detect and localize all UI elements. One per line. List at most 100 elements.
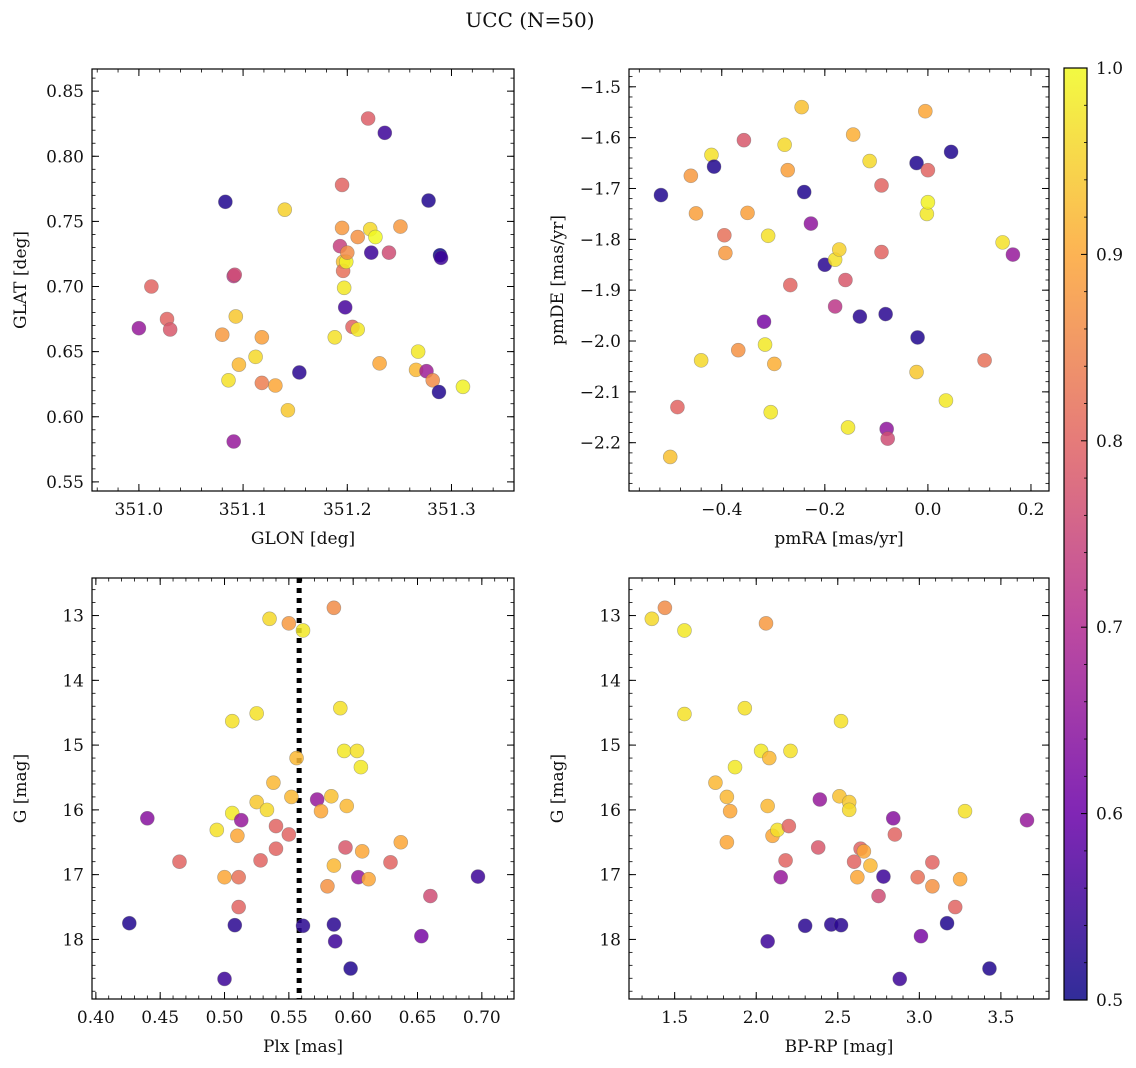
y-tick-label: −2.1 (580, 383, 621, 403)
colorbar-tick-label: 0.5 (1096, 991, 1123, 1011)
scatter-point (144, 279, 159, 294)
scatter-point (333, 700, 348, 716)
scatter-point (292, 365, 307, 380)
scatter-point (740, 205, 755, 221)
scatter-point (794, 99, 809, 115)
x-tick-label: 351.3 (427, 500, 476, 520)
scatter-point (767, 356, 782, 372)
scatter-point (334, 220, 350, 236)
scatter-point (253, 853, 268, 868)
scatter-point (162, 322, 178, 337)
scatter-point (254, 375, 270, 391)
scatter-point (657, 600, 673, 616)
scatter-point (780, 162, 796, 178)
scatter-point (327, 934, 343, 949)
axes-frame (628, 577, 1050, 1000)
scatter-point (862, 153, 877, 169)
scatter-point (737, 700, 753, 716)
scatter-point (249, 794, 264, 810)
scatter-point (909, 155, 924, 171)
scatter-point (995, 235, 1010, 250)
x-tick-label: −0.2 (804, 500, 845, 520)
scatter-point (224, 713, 240, 729)
scatter-point (122, 915, 137, 931)
y-tick-label: −2.2 (580, 434, 621, 454)
scatter-point (363, 245, 379, 260)
scatter-point (683, 168, 699, 184)
x-tick-label: 0.65 (399, 1008, 437, 1028)
x-tick-label: 0.2 (1017, 500, 1044, 520)
scatter-point (349, 743, 365, 759)
x-tick-label: 1.5 (661, 1008, 688, 1028)
scatter-point (662, 449, 678, 465)
scatter-point (284, 789, 299, 805)
scatter-point (377, 125, 393, 141)
scatter-point (706, 159, 722, 174)
scatter-point (846, 854, 862, 869)
scatter-point (644, 611, 660, 627)
scatter-point (943, 144, 959, 160)
scatter-point (231, 869, 246, 885)
panel-glon-glat: 351.0 351.1 351.2 351.3 0.55 0.60 0.65 0.70 0.75… (11, 68, 515, 549)
scatter-point (761, 750, 777, 766)
y-axis-label: G [mag] (11, 754, 31, 823)
scatter-point (338, 840, 353, 855)
y-tick-label: 0.85 (46, 82, 84, 102)
scatter-point (717, 227, 732, 243)
scatter-point (850, 869, 865, 885)
scatter-point (757, 337, 773, 352)
scatter-point (393, 834, 409, 850)
scatter-point (131, 320, 147, 336)
x-tick-label: 351.1 (219, 500, 268, 520)
y-tick-label: −1.9 (580, 281, 621, 301)
scatter-point (910, 869, 925, 885)
scatter-point (796, 184, 812, 200)
scatter-point (957, 803, 973, 819)
colorbar-tick-label: 0.6 (1096, 805, 1123, 825)
x-tick-label: 0.40 (77, 1008, 115, 1028)
scatter-point (339, 798, 355, 814)
scatter-point (227, 917, 243, 933)
scatter-point (393, 219, 408, 234)
scatter-point (736, 132, 752, 148)
scatter-point (326, 917, 342, 932)
scatter-point (230, 828, 245, 844)
scatter-point (414, 928, 429, 944)
y-axis-label: pmDE [mas/yr] (548, 215, 568, 345)
y-tick-label: 18 (62, 930, 84, 950)
scatter-point (227, 267, 243, 283)
panels: 351.0 351.1 351.2 351.3 0.55 0.60 0.65 0.70 0.75… (11, 68, 1050, 1057)
scatter-point (756, 314, 772, 329)
scatter-point (852, 309, 868, 324)
scatter-point (760, 798, 775, 814)
scatter-point (773, 869, 788, 885)
scatter-point (254, 330, 270, 345)
scatter-point (353, 759, 369, 775)
scatter-point (336, 743, 352, 759)
scatter-point (874, 178, 889, 193)
scatter-point (249, 706, 264, 721)
scatter-point (433, 250, 449, 266)
scatter-point (913, 928, 929, 944)
y-axis-label: GLAT [deg] (11, 231, 31, 329)
y-tick-label: 18 (599, 930, 621, 950)
scatter-point (383, 855, 398, 870)
scatter-point (327, 330, 343, 345)
scatter-point (295, 918, 311, 934)
x-tick-label: 0.55 (270, 1008, 308, 1028)
scatter-point (277, 202, 293, 217)
y-tick-label: 0.65 (46, 343, 84, 363)
scatter-point (218, 194, 233, 210)
scatter-point (925, 879, 940, 894)
scatter-point (871, 888, 886, 904)
scatter-point (1019, 812, 1035, 828)
scatter-point (470, 869, 486, 884)
scatter-point (920, 194, 936, 210)
scatter-point (320, 879, 335, 894)
y-tick-label: 15 (62, 736, 84, 756)
panel-plx-g: 0.40 0.45 0.50 0.55 0.60 0.65 0.70 13 14 15 16 17 18… (11, 577, 515, 1057)
scatter-point (763, 404, 779, 420)
scatter-point (719, 789, 735, 805)
scatter-point (693, 353, 709, 368)
y-tick-label: 0.80 (46, 147, 84, 167)
